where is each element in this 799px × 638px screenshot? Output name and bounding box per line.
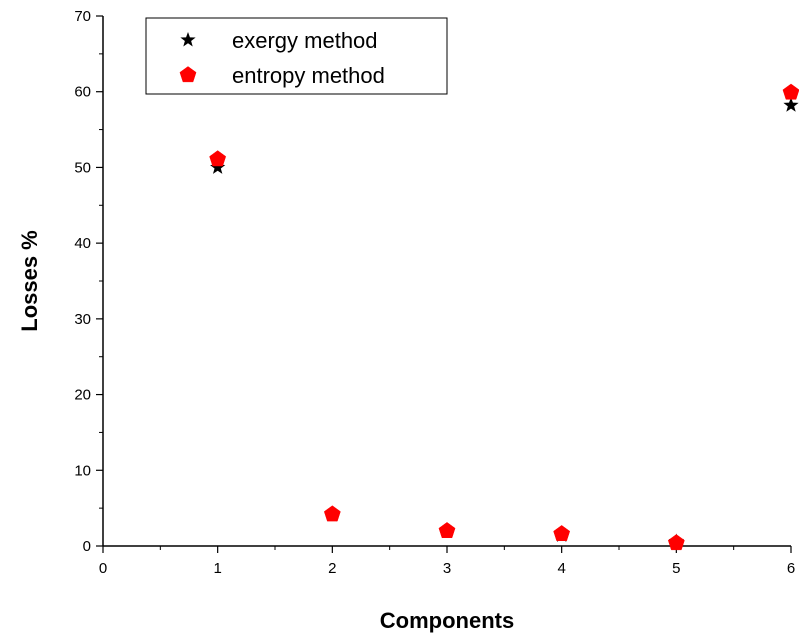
- x-tick-label: 1: [213, 560, 221, 577]
- y-axis-title: Losses %: [17, 230, 42, 332]
- y-tick-label: 20: [74, 387, 91, 404]
- y-tick-label: 30: [74, 311, 91, 328]
- legend-label-entropy-method: entropy method: [232, 63, 385, 88]
- data-points: [209, 83, 799, 551]
- legend-marker-entropy-method: [179, 66, 197, 83]
- point-entropy-method: [667, 534, 685, 551]
- legend-marker: [179, 66, 197, 83]
- legend-label-exergy-method: exergy method: [232, 28, 378, 53]
- legend-marker: [180, 32, 196, 47]
- point-entropy-method: [553, 525, 571, 542]
- point-exergy-method: [783, 97, 799, 112]
- point-entropy-method: [323, 505, 341, 522]
- point-entropy-method: [782, 83, 799, 100]
- x-tick-label: 6: [787, 560, 795, 577]
- point-entropy-method: [209, 150, 227, 167]
- y-tick-label: 0: [83, 538, 91, 555]
- x-tick-label: 5: [672, 560, 680, 577]
- legend: exergy method entropy method: [145, 17, 448, 95]
- legend-marker-exergy-method: [180, 32, 196, 47]
- x-tick-label: 2: [328, 560, 336, 577]
- y-tick-label: 50: [74, 159, 91, 176]
- x-tick-label: 0: [99, 560, 107, 577]
- legend-box: [145, 17, 448, 95]
- y-tick-label: 10: [74, 462, 91, 479]
- axes: [102, 16, 791, 547]
- x-tick-label: 4: [557, 560, 565, 577]
- x-axis-title: Components: [380, 608, 514, 633]
- x-tick-label: 3: [443, 560, 451, 577]
- point-exergy-method: [210, 159, 226, 174]
- point-entropy-method: [438, 522, 456, 538]
- y-tick-label: 60: [74, 84, 91, 101]
- y-tick-label: 40: [74, 235, 91, 252]
- y-tick-label: 70: [74, 8, 91, 25]
